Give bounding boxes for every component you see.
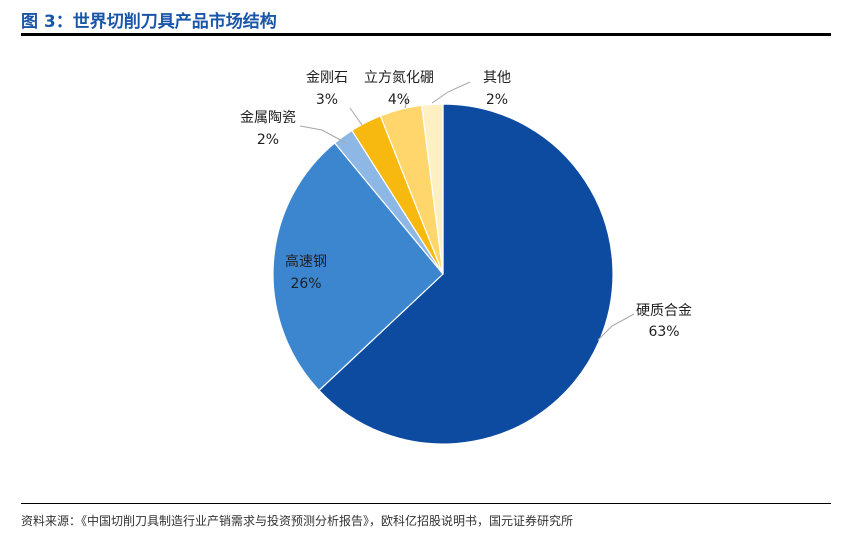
leader-line-3 (299, 125, 347, 144)
slice-value-label: 4% (388, 92, 410, 108)
leader-line-1 (597, 313, 635, 341)
title-divider (21, 33, 831, 36)
slice-name-label: 高速钢 (285, 253, 327, 270)
pie-chart: 硬质合金 63% 高速钢 26% 金属陶瓷 2% 金刚石 3% 立方氮化硼 4% 其他 2% (240, 70, 692, 445)
slice-name-label: 立方氮化硼 (364, 70, 434, 86)
slice-name-label: 金刚石 (306, 70, 348, 86)
figure-title: 图 3：世界切削刀具产品市场结构 (21, 12, 277, 32)
slice-value-label: 26% (290, 276, 321, 292)
slice-value-label: 63% (648, 324, 679, 340)
pie-slice-1 (318, 103, 614, 445)
source-note: 资料来源：《中国切削刀具制造行业产销需求与投资预测分析报告》，欧科亿招股说明书，… (21, 514, 574, 528)
slice-name-label: 其他 (483, 70, 511, 86)
slice-name-label: 硬质合金 (636, 303, 692, 319)
leader-line-6 (431, 81, 471, 104)
slice-value-label: 2% (257, 132, 279, 148)
pie-slice-2 (272, 142, 444, 392)
leader-line-5 (404, 95, 409, 109)
leader-line-4 (349, 107, 363, 126)
slice-value-label: 3% (316, 92, 338, 108)
slice-name-label: 金属陶瓷 (240, 110, 296, 126)
pie-slice-6 (421, 103, 444, 275)
footer-divider (21, 503, 831, 504)
slice-value-label: 2% (486, 92, 508, 108)
